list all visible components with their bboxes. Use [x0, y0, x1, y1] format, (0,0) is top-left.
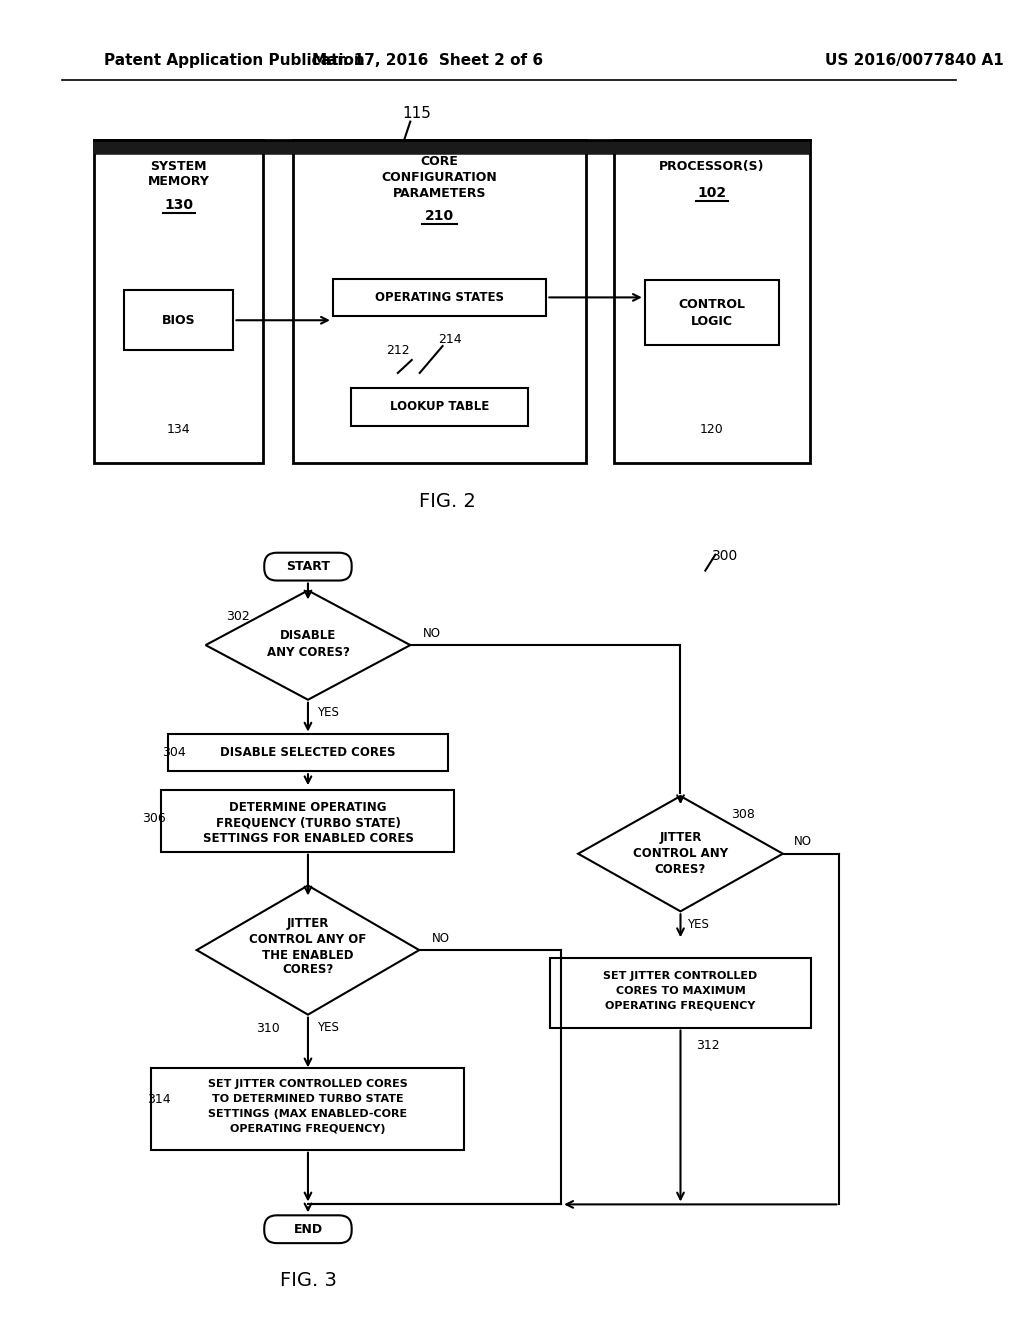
Text: 134: 134 — [167, 422, 190, 436]
FancyBboxPatch shape — [264, 553, 351, 581]
Text: LOGIC: LOGIC — [691, 314, 733, 327]
FancyBboxPatch shape — [264, 1216, 351, 1243]
Text: YES: YES — [687, 917, 710, 931]
Text: YES: YES — [316, 1022, 339, 1034]
Text: OPERATING FREQUENCY): OPERATING FREQUENCY) — [230, 1123, 386, 1134]
Bar — [168, 734, 449, 771]
Text: CONTROL: CONTROL — [678, 298, 745, 310]
Text: OPERATING FREQUENCY: OPERATING FREQUENCY — [605, 1001, 756, 1011]
Text: OPERATING STATES: OPERATING STATES — [375, 290, 504, 304]
Text: DETERMINE OPERATING: DETERMINE OPERATING — [229, 800, 387, 813]
Text: DISABLE: DISABLE — [280, 628, 336, 642]
Text: 120: 120 — [700, 422, 724, 436]
Text: CORE: CORE — [421, 154, 459, 168]
Text: 302: 302 — [226, 610, 250, 623]
Text: CORES?: CORES? — [655, 863, 707, 876]
Text: BIOS: BIOS — [162, 314, 196, 327]
Text: 314: 314 — [147, 1093, 171, 1106]
Polygon shape — [579, 796, 782, 911]
Bar — [162, 791, 455, 851]
Text: SETTINGS FOR ENABLED CORES: SETTINGS FOR ENABLED CORES — [203, 833, 414, 845]
Text: Mar. 17, 2016  Sheet 2 of 6: Mar. 17, 2016 Sheet 2 of 6 — [311, 54, 543, 69]
Text: 214: 214 — [437, 333, 462, 346]
Text: PARAMETERS: PARAMETERS — [393, 186, 486, 199]
Text: 300: 300 — [712, 549, 738, 562]
Text: SYSTEM: SYSTEM — [151, 160, 207, 173]
Text: LOOKUP TABLE: LOOKUP TABLE — [390, 400, 489, 413]
Polygon shape — [206, 590, 411, 700]
Text: 310: 310 — [256, 1022, 281, 1035]
Text: CORES?: CORES? — [283, 964, 334, 977]
Text: Patent Application Publication: Patent Application Publication — [104, 54, 366, 69]
Text: 102: 102 — [697, 186, 726, 201]
Text: US 2016/0077840 A1: US 2016/0077840 A1 — [824, 54, 1004, 69]
Text: CONFIGURATION: CONFIGURATION — [382, 170, 498, 183]
Text: 304: 304 — [162, 746, 185, 759]
Text: ANY CORES?: ANY CORES? — [266, 645, 349, 659]
Text: FIG. 3: FIG. 3 — [280, 1271, 337, 1291]
Text: MEMORY: MEMORY — [147, 174, 210, 187]
Text: NO: NO — [423, 627, 441, 640]
Text: TO DETERMINED TURBO STATE: TO DETERMINED TURBO STATE — [212, 1094, 403, 1104]
Text: FIG. 2: FIG. 2 — [419, 491, 475, 511]
Text: YES: YES — [316, 706, 339, 719]
Text: 130: 130 — [164, 198, 194, 213]
Text: PROCESSOR(S): PROCESSOR(S) — [659, 160, 765, 173]
Text: NO: NO — [794, 836, 812, 849]
Text: END: END — [294, 1222, 323, 1236]
Text: FREQUENCY (TURBO STATE): FREQUENCY (TURBO STATE) — [215, 817, 400, 829]
Bar — [550, 958, 811, 1027]
Text: DISABLE SELECTED CORES: DISABLE SELECTED CORES — [220, 746, 395, 759]
Text: 115: 115 — [402, 106, 432, 121]
Text: START: START — [286, 560, 330, 573]
Text: CORES TO MAXIMUM: CORES TO MAXIMUM — [615, 986, 745, 995]
Text: 212: 212 — [386, 343, 410, 356]
Bar — [351, 388, 528, 425]
Bar — [124, 290, 233, 350]
Text: 210: 210 — [425, 209, 455, 223]
Bar — [645, 280, 779, 345]
Bar — [333, 279, 547, 317]
Text: CONTROL ANY: CONTROL ANY — [633, 847, 728, 861]
Text: JITTER: JITTER — [287, 917, 329, 929]
Text: JITTER: JITTER — [659, 832, 701, 845]
Bar — [293, 140, 586, 463]
Bar — [152, 1068, 465, 1150]
Text: SETTINGS (MAX ENABLED-CORE: SETTINGS (MAX ENABLED-CORE — [209, 1109, 408, 1119]
Text: THE ENABLED: THE ENABLED — [262, 949, 353, 961]
Text: 306: 306 — [142, 812, 166, 825]
Text: NO: NO — [432, 932, 451, 945]
Bar — [94, 140, 263, 463]
Text: 312: 312 — [696, 1039, 720, 1052]
Polygon shape — [197, 886, 419, 1015]
Text: SET JITTER CONTROLLED: SET JITTER CONTROLLED — [603, 972, 758, 981]
Text: CONTROL ANY OF: CONTROL ANY OF — [249, 933, 367, 945]
Bar — [94, 140, 810, 154]
Text: 308: 308 — [731, 808, 755, 821]
Bar — [614, 140, 810, 463]
Text: SET JITTER CONTROLLED CORES: SET JITTER CONTROLLED CORES — [208, 1080, 408, 1089]
